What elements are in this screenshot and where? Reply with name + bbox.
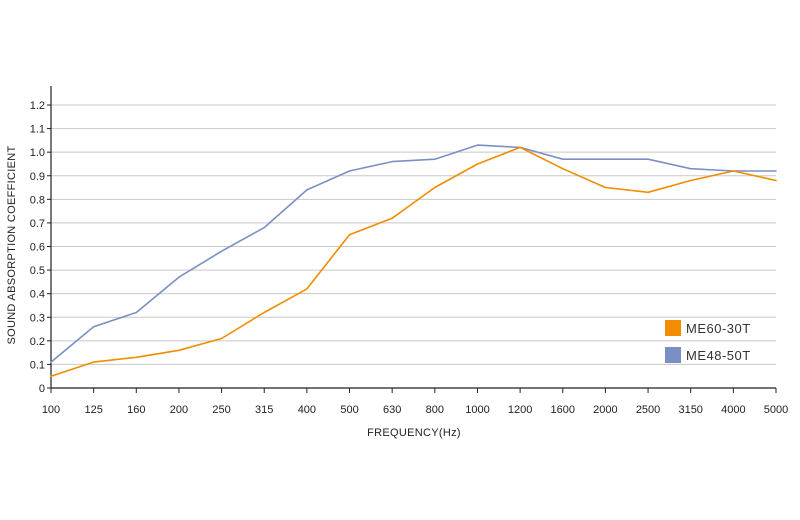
x-tick-label: 5000 xyxy=(764,404,788,416)
y-tick-label: 1.1 xyxy=(30,124,45,136)
y-tick-label: 0.5 xyxy=(30,265,45,277)
y-tick-label: 0.2 xyxy=(30,336,45,348)
x-tick-label: 500 xyxy=(340,404,358,416)
x-tick-label: 315 xyxy=(255,404,273,416)
legend-swatch-me60-30t xyxy=(665,320,681,336)
grid xyxy=(51,104,776,365)
legend-label-me60-30t: ME60-30T xyxy=(686,321,751,336)
y-axis-title: SOUND ABSORPTION COEFFICIENT xyxy=(6,145,18,344)
x-tick-label: 3150 xyxy=(678,404,702,416)
y-tick-label: 0.7 xyxy=(30,218,45,230)
x-tick-label: 1200 xyxy=(508,404,532,416)
y-tick-label: 1.2 xyxy=(30,100,45,112)
y-tick-label: 0.6 xyxy=(30,242,45,254)
x-tick-label: 4000 xyxy=(721,404,745,416)
y-tick-label: 1.0 xyxy=(30,147,45,159)
x-axis-title: FREQUENCY(Hz) xyxy=(367,427,461,439)
y-tick-label: 0.8 xyxy=(30,194,45,206)
y-tick-label: 0.1 xyxy=(30,359,45,371)
legend-swatch-me48-50t xyxy=(665,347,681,363)
x-tick-label: 1600 xyxy=(551,404,575,416)
x-tick-label: 160 xyxy=(127,404,145,416)
x-tick-label: 2000 xyxy=(593,404,617,416)
y-tick-label: 0.9 xyxy=(30,171,45,183)
series-line-me60-30t xyxy=(50,146,777,378)
x-axis-ticks: 100 125 160 200 250 315 400 500 630 800 1000 1200 16… xyxy=(42,388,788,416)
y-tick-label: 0.3 xyxy=(30,312,45,324)
y-axis-ticks: 0 0.1 0.2 0.3 0.4 0.5 0.6 0.7 0.8 0.9 1.0 1.1 1.2 xyxy=(30,100,51,395)
axes xyxy=(50,86,776,389)
x-tick-label: 800 xyxy=(426,404,444,416)
y-tick-label: 0.4 xyxy=(30,289,45,301)
x-tick-label: 1000 xyxy=(465,404,489,416)
x-tick-label: 2500 xyxy=(636,404,660,416)
y-tick-label: 0 xyxy=(39,383,45,395)
x-tick-label: 200 xyxy=(170,404,188,416)
legend-label-me48-50t: ME48-50T xyxy=(686,348,751,363)
x-tick-label: 630 xyxy=(383,404,401,416)
series xyxy=(50,144,777,378)
legend: ME60-30T ME48-50T xyxy=(665,320,751,363)
x-tick-label: 250 xyxy=(212,404,230,416)
x-tick-label: 400 xyxy=(298,404,316,416)
x-tick-label: 100 xyxy=(42,404,60,416)
series-line-me48-50t xyxy=(50,144,777,363)
x-tick-label: 125 xyxy=(84,404,102,416)
